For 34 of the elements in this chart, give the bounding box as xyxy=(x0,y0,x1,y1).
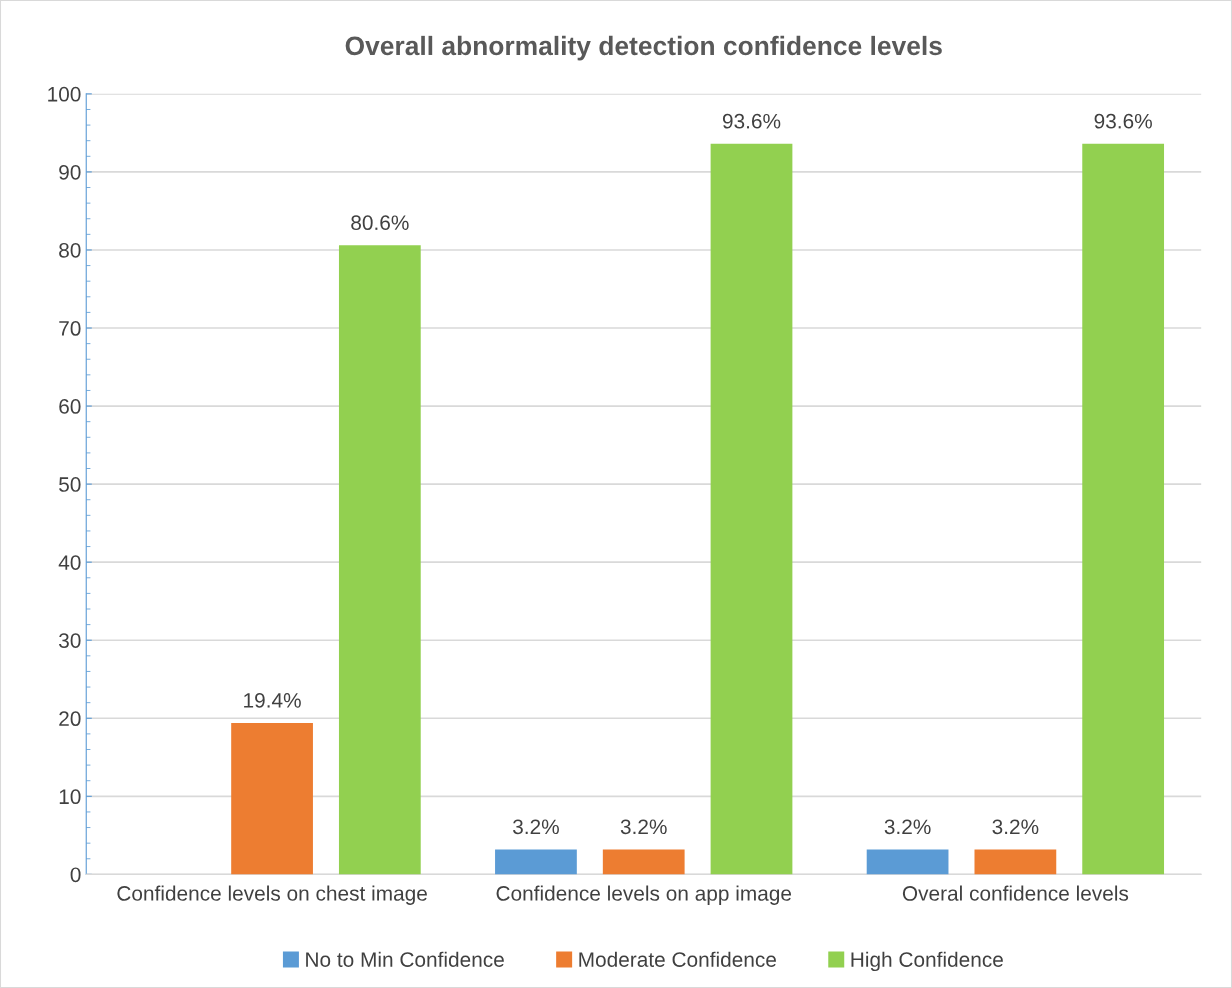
y-tick-label: 20 xyxy=(59,711,81,727)
bar xyxy=(338,245,421,875)
bar xyxy=(710,143,793,875)
y-tick-label: 50 xyxy=(59,477,81,492)
y-tick-label: 60 xyxy=(59,399,81,414)
data-label: 3.2% xyxy=(620,819,667,835)
legend-label: Moderate Confidence xyxy=(579,951,776,967)
data-label: 3.2% xyxy=(512,819,559,835)
legend-label: No to Min Confidence xyxy=(306,951,504,967)
y-tick-label: 90 xyxy=(59,164,81,180)
bar xyxy=(602,849,685,875)
data-label: 3.2% xyxy=(884,819,931,835)
data-label: 80.6% xyxy=(351,215,409,231)
bar xyxy=(495,849,577,875)
y-tick-label: 40 xyxy=(58,555,81,570)
y-tick-label: 0 xyxy=(70,867,81,883)
y-tick-label: 70 xyxy=(59,321,81,336)
y-tick-label: 100 xyxy=(48,86,81,102)
data-label: 3.2% xyxy=(992,819,1039,835)
bar xyxy=(974,849,1057,875)
data-label: 93.6% xyxy=(722,113,781,129)
x-tick-label: Confidence levels on app image xyxy=(496,885,792,905)
data-label: 19.4% xyxy=(244,692,301,708)
bar xyxy=(866,849,949,875)
bar xyxy=(1082,143,1165,875)
y-tick-label: 10 xyxy=(59,789,81,805)
x-tick-label: Overal confidence levels xyxy=(902,885,1129,901)
x-tick-label: Confidence levels on chest image xyxy=(117,885,427,905)
data-label: 93.6% xyxy=(1094,113,1152,129)
y-tick-label: 80 xyxy=(59,242,81,258)
legend-label: High Confidence xyxy=(851,951,1003,972)
bar xyxy=(231,722,313,875)
y-tick-label: 30 xyxy=(59,633,81,648)
chart-title: Overall abnormality detection confidence levels xyxy=(345,35,942,61)
